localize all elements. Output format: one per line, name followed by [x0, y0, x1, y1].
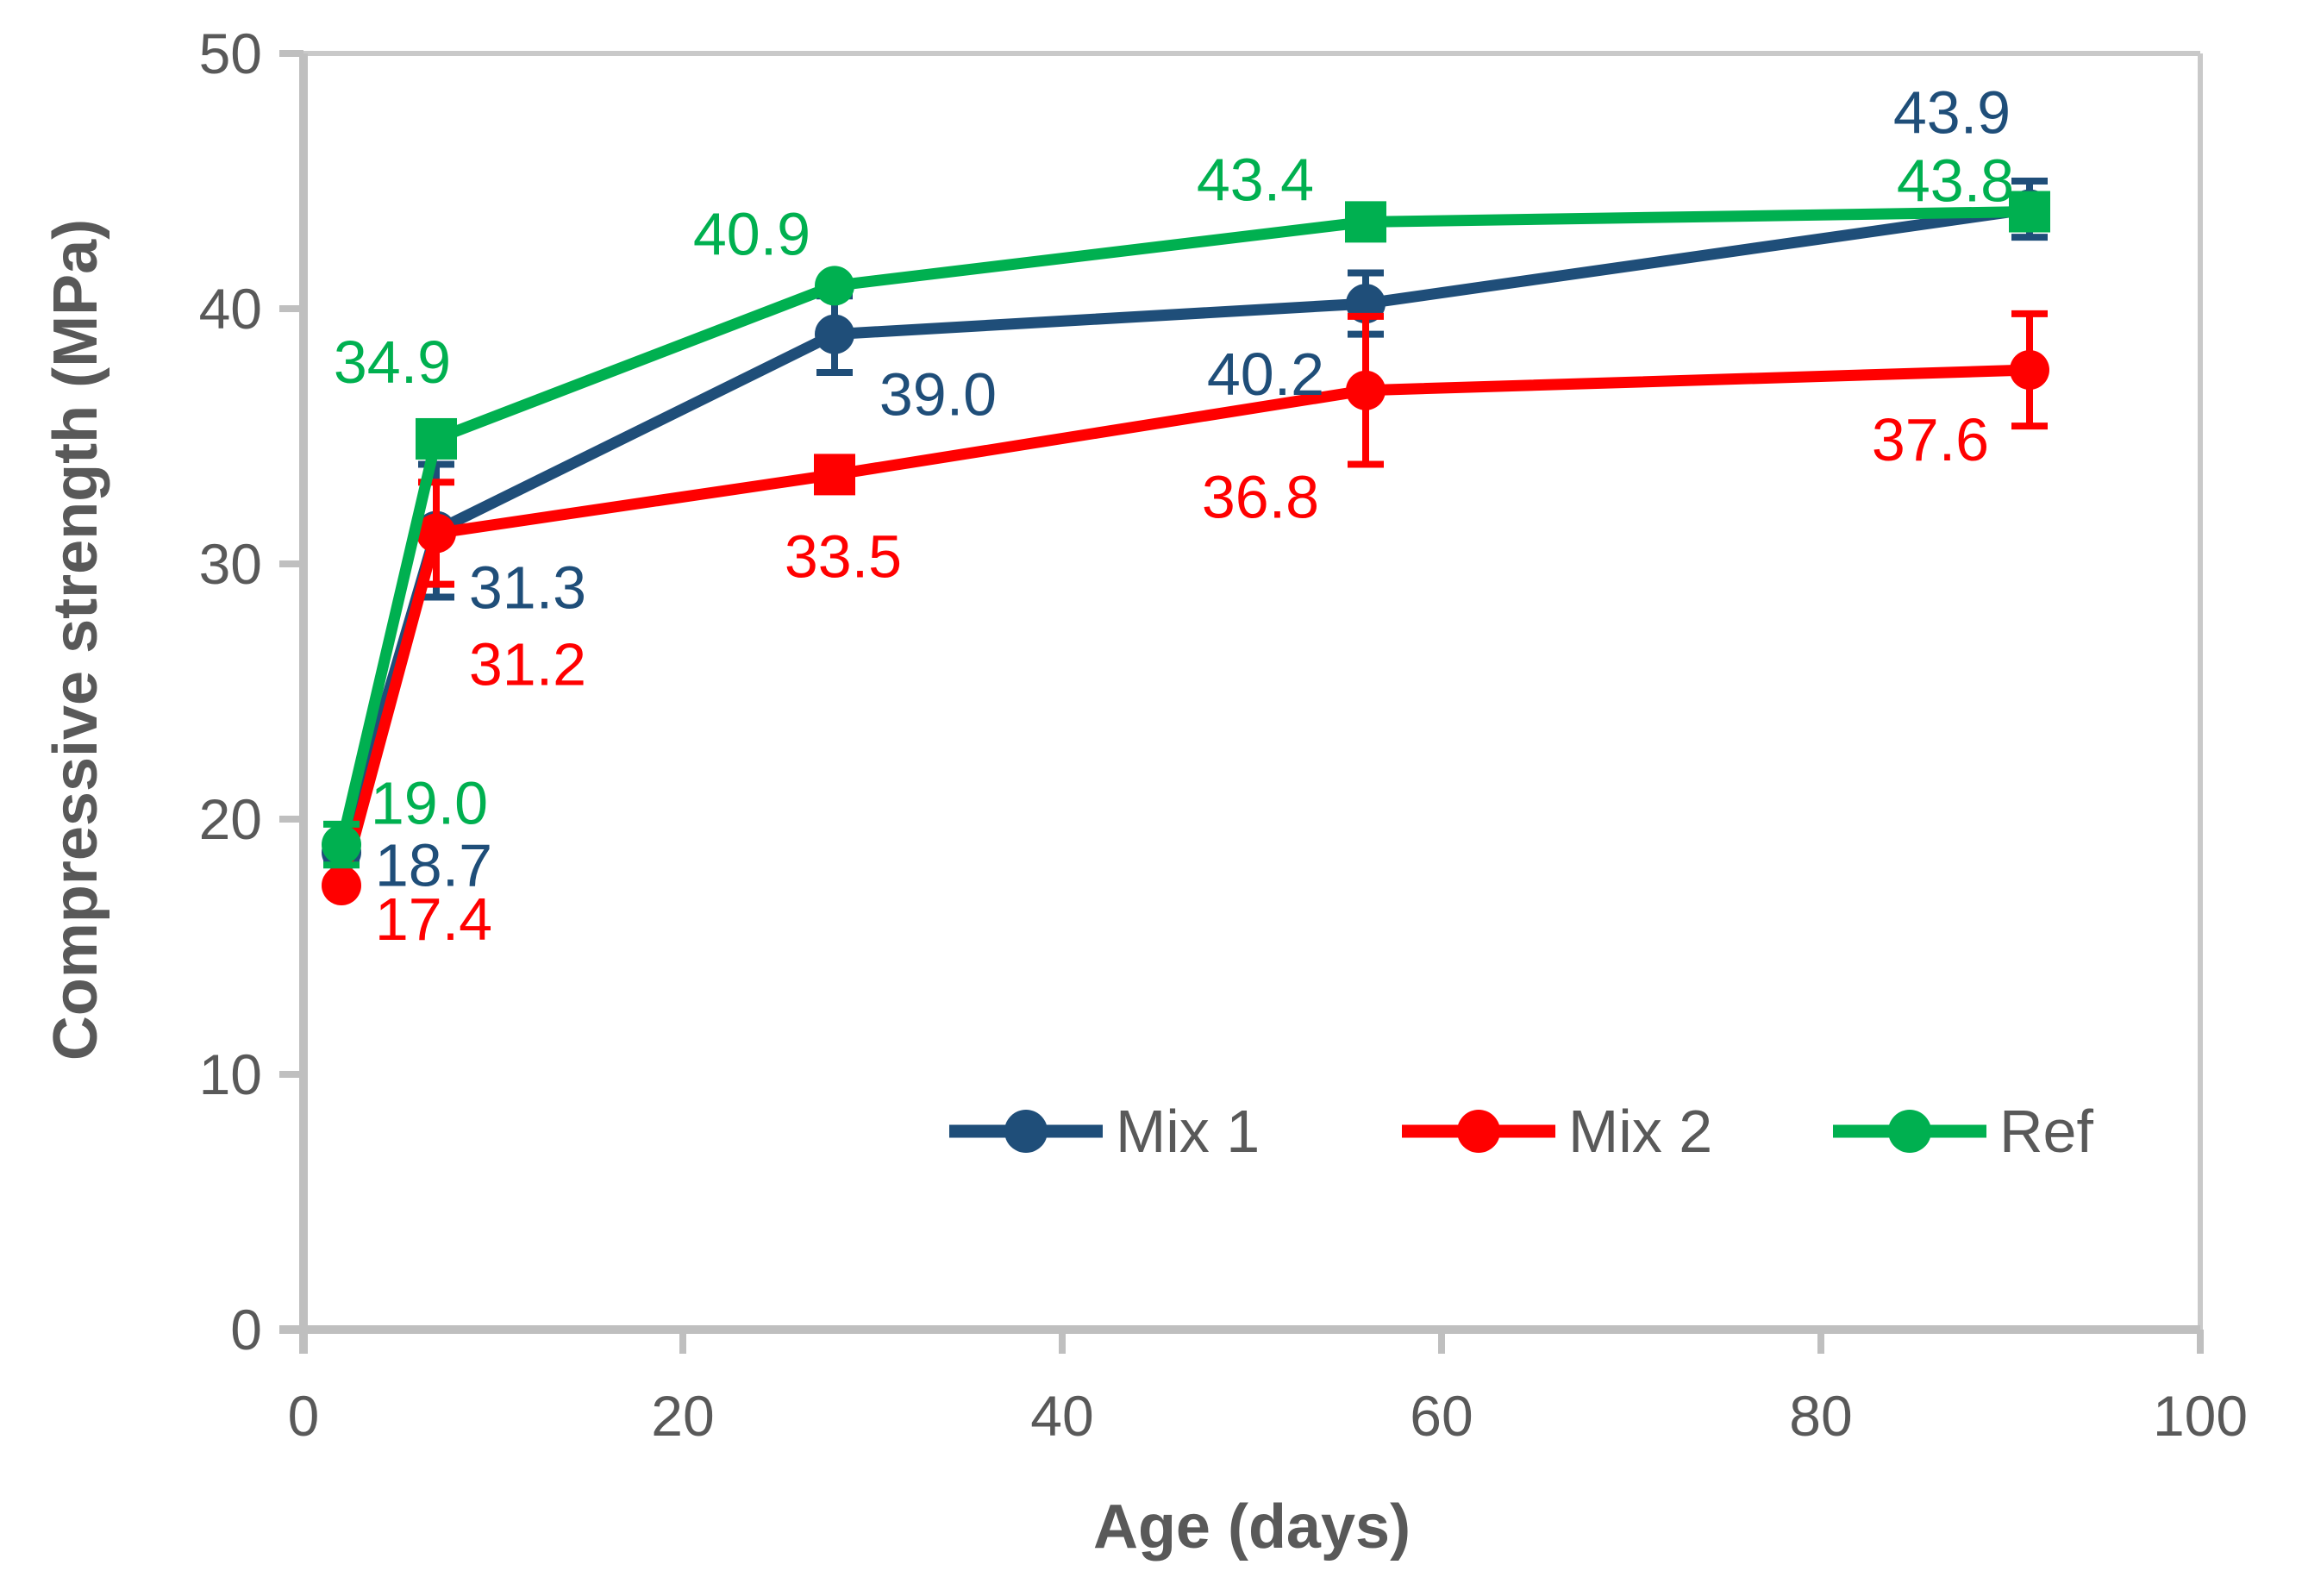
data-point-marker-ref — [322, 824, 361, 865]
data-point-marker-mix-2 — [2010, 350, 2049, 391]
legend-item-ref: Ref — [1833, 1098, 2093, 1165]
data-point-label-mix-1: 39.0 — [879, 361, 997, 429]
data-point-label-ref: 43.8 — [1897, 147, 2014, 215]
data-point-label-ref: 34.9 — [334, 329, 451, 396]
x-tick-label: 60 — [1410, 1384, 1473, 1448]
y-axis-title: Compressive strength (MPa) — [41, 219, 110, 1061]
legend-swatch-marker — [1888, 1110, 1931, 1153]
series-layer — [322, 178, 2050, 905]
data-point-marker-ref — [416, 417, 457, 460]
y-tick-label: 30 — [199, 532, 262, 596]
y-tick-label: 40 — [199, 277, 262, 341]
x-tick-label: 20 — [651, 1384, 714, 1448]
chart-legend: Mix 1 Mix 2 Ref — [949, 1098, 2093, 1165]
legend-swatch-marker — [1004, 1110, 1048, 1153]
data-point-marker-ref — [2009, 191, 2050, 233]
data-point-label-ref: 19.0 — [371, 770, 488, 837]
axes-layer: 0 10 20 30 40 50 0 20 40 60 80 100 — [199, 22, 2248, 1448]
data-point-marker-ref — [1345, 201, 1386, 243]
data-point-marker-mix-1 — [815, 314, 854, 354]
x-tick-label: 80 — [1789, 1384, 1852, 1448]
legend-label: Mix 1 — [1116, 1098, 1260, 1165]
legend-item-mix-2: Mix 2 — [1402, 1098, 1712, 1165]
x-tick-label: 40 — [1030, 1384, 1093, 1448]
data-point-marker-mix-2 — [814, 454, 855, 496]
data-point-label-mix-2: 33.5 — [785, 523, 902, 590]
data-point-label-mix-2: 17.4 — [375, 886, 492, 953]
series-line-ref — [335, 206, 2036, 851]
legend-item-mix-1: Mix 1 — [949, 1098, 1260, 1165]
x-tick-label: 100 — [2153, 1384, 2248, 1448]
y-tick-label: 10 — [199, 1042, 262, 1106]
data-point-label-mix-2: 37.6 — [1872, 406, 1989, 473]
series-line-mix-1 — [335, 203, 2036, 858]
legend-label: Mix 2 — [1568, 1098, 1712, 1165]
data-point-label-mix-1: 18.7 — [375, 831, 492, 898]
data-point-marker-mix-2 — [322, 865, 361, 905]
data-point-marker-mix-2 — [416, 513, 456, 554]
data-label-layer: 18.7 31.3 39.0 40.2 43.9 17.4 31.2 33.5 36.8 37.6… — [334, 79, 2014, 953]
legend-swatch-marker — [1457, 1110, 1500, 1153]
x-tick-label: 0 — [288, 1384, 320, 1448]
data-point-label-ref: 43.4 — [1197, 146, 1314, 213]
data-point-marker-mix-2 — [1346, 370, 1386, 410]
y-tick-label: 20 — [199, 787, 262, 851]
legend-label: Ref — [1999, 1098, 2093, 1165]
data-point-label-mix-2: 36.8 — [1202, 464, 1319, 531]
y-tick-label: 0 — [230, 1298, 262, 1361]
y-tick-label: 50 — [199, 22, 262, 85]
data-point-marker-ref — [815, 266, 854, 306]
data-point-label-mix-2: 31.2 — [469, 630, 586, 698]
data-point-label-mix-1: 31.3 — [469, 554, 586, 622]
data-point-label-mix-1: 40.2 — [1207, 341, 1324, 408]
data-point-label-ref: 40.9 — [693, 200, 810, 267]
data-point-label-mix-1: 43.9 — [1893, 79, 2011, 147]
x-axis-title: Age (days) — [1093, 1493, 1411, 1562]
